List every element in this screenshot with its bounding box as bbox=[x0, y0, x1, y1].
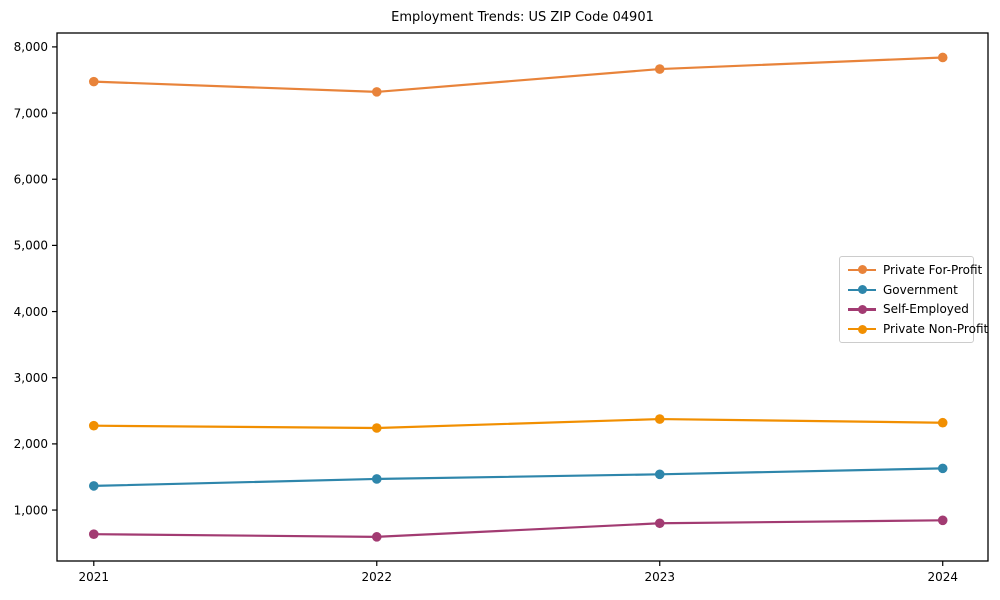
legend-marker-icon bbox=[848, 303, 876, 315]
data-point-private-non-profit bbox=[937, 417, 948, 428]
y-tick-label: 4,000 bbox=[14, 305, 48, 319]
y-tick-label: 1,000 bbox=[14, 503, 48, 517]
data-point-self-employed bbox=[88, 529, 99, 540]
y-tick-label: 6,000 bbox=[14, 172, 48, 186]
legend-item-private-for-profit: Private For-Profit bbox=[848, 261, 982, 279]
data-point-private-for-profit bbox=[937, 52, 948, 63]
x-tick-label: 2022 bbox=[361, 570, 392, 584]
y-tick-label: 5,000 bbox=[14, 239, 48, 253]
legend-marker-icon bbox=[848, 323, 876, 335]
legend-marker-icon bbox=[848, 264, 876, 276]
data-point-private-for-profit bbox=[371, 87, 382, 97]
x-tick-label: 2021 bbox=[79, 570, 110, 584]
data-point-self-employed bbox=[654, 518, 665, 529]
data-point-private-non-profit bbox=[88, 420, 99, 431]
legend-label: Government bbox=[883, 282, 958, 297]
y-tick-label: 8,000 bbox=[14, 40, 48, 54]
legend-label: Self-Employed bbox=[883, 302, 969, 317]
series-line-private-for-profit bbox=[93, 56, 943, 93]
legend-marker-icon bbox=[848, 284, 876, 296]
legend-item-self-employed: Self-Employed bbox=[848, 300, 969, 318]
data-point-government bbox=[654, 469, 665, 480]
plot-border bbox=[56, 32, 989, 562]
data-point-private-for-profit bbox=[654, 64, 665, 74]
data-point-self-employed bbox=[937, 515, 948, 526]
data-point-government bbox=[88, 481, 99, 491]
data-point-private-non-profit bbox=[654, 414, 665, 424]
data-point-government bbox=[371, 474, 382, 484]
y-tick-label: 3,000 bbox=[14, 371, 48, 385]
data-point-private-for-profit bbox=[88, 76, 99, 87]
y-tick-label: 7,000 bbox=[14, 106, 48, 120]
legend: Private For-Profit Government Self-Employe… bbox=[839, 256, 988, 343]
legend-label: Private Non-Profit bbox=[883, 322, 989, 337]
x-tick-label: 2024 bbox=[927, 570, 958, 584]
data-point-private-non-profit bbox=[371, 423, 382, 433]
series-line-private-non-profit bbox=[93, 417, 943, 430]
data-point-government bbox=[937, 463, 948, 474]
legend-label: Private For-Profit bbox=[883, 262, 983, 277]
data-point-self-employed bbox=[371, 532, 382, 542]
series-line-self-employed bbox=[93, 519, 943, 538]
chart-title: Employment Trends: US ZIP Code 04901 bbox=[391, 10, 654, 25]
legend-item-government: Government bbox=[848, 281, 965, 299]
series-line-government bbox=[93, 467, 943, 488]
legend-item-private-non-profit: Private Non-Profit bbox=[848, 320, 988, 338]
x-tick-label: 2023 bbox=[644, 570, 675, 584]
y-tick-label: 2,000 bbox=[14, 437, 48, 451]
